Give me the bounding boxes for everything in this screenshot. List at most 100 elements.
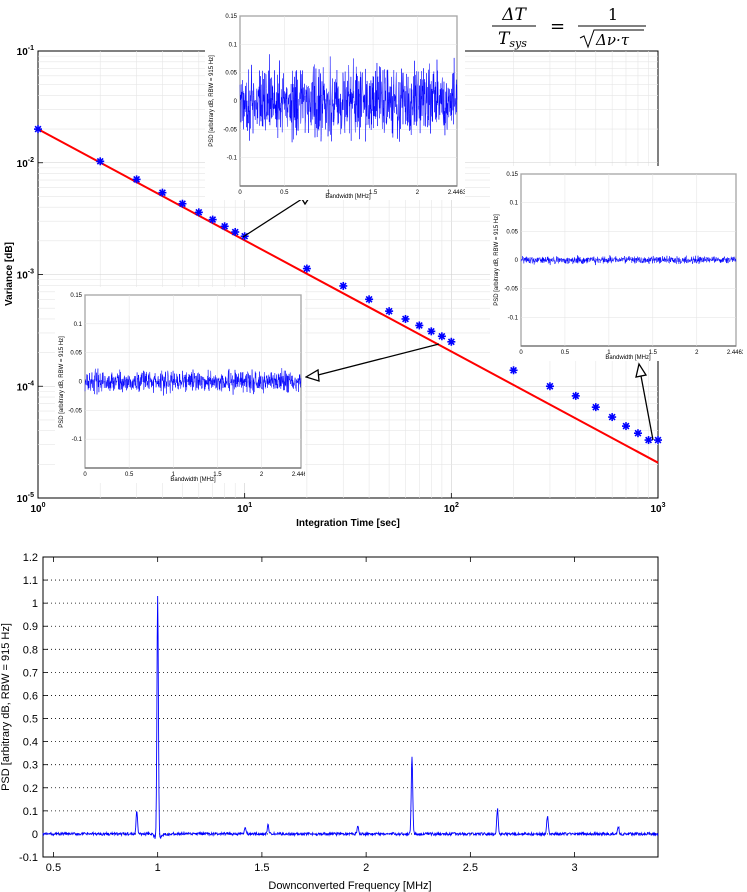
inset-2-y-tick-label: -0.1: [72, 437, 83, 443]
variance-y-tick-label: 10-2: [17, 157, 34, 170]
data-point: [591, 403, 600, 412]
psd-x-tick-label: 2: [363, 862, 369, 874]
inset-3-x-axis-label: Bandwidth [MHz]: [605, 355, 651, 361]
data-point: [644, 436, 653, 445]
data-point: [427, 327, 436, 336]
data-point: [194, 208, 203, 217]
inset-1-y-tick-label: -0.1: [227, 156, 238, 162]
inset-1-ticks: 0 0.5 1 1.5 2 2.4463 -0.1 -0.05 0 0.05 0.1 0.15: [223, 14, 465, 196]
inset-3-y-tick-label: -0.05: [504, 287, 518, 293]
inset-chart-1: 0 0.5 1 1.5 2 2.4463 -0.1 -0.05 0 0.05 0.1 0.15 Ban…: [205, 5, 465, 200]
inset-1-y-axis-label: PSD [arbitrary dB, RBW = 915 Hz]: [209, 55, 215, 147]
psd-y-tick-label: 0.3: [23, 760, 38, 772]
psd-axis-ticks: [43, 556, 658, 858]
psd-x-tick-label: 2.5: [463, 862, 478, 874]
psd-x-tick-label: 1.5: [254, 862, 269, 874]
inset-1-x-tick-label: 1.5: [369, 190, 378, 196]
psd-y-axis-label: PSD [arbitrary dB, RBW = 915 Hz]: [0, 623, 12, 791]
inset-3-y-tick-label: 0: [515, 258, 519, 264]
inset-2-x-tick-label: 0: [83, 472, 87, 478]
data-point: [621, 422, 630, 431]
data-point: [302, 264, 311, 273]
data-point: [385, 307, 394, 316]
inset-1-x-tick-label: 2.4463: [448, 190, 465, 196]
inset-2-y-axis-label: PSD [arbitrary dB, RBW = 915 Hz]: [59, 336, 65, 428]
psd-spectrum-line: [42, 595, 659, 840]
arrow-to-inset-2: [317, 343, 440, 376]
fit-line: [37, 128, 659, 464]
psd-y-tick-label: 0.7: [23, 667, 38, 679]
psd-y-tick-label: 0: [32, 829, 38, 841]
formula-rhs-numerator: 1: [608, 5, 618, 24]
inset-3-noise-line: [520, 255, 737, 266]
psd-y-tick-label: 0.9: [23, 621, 38, 633]
data-point: [415, 321, 424, 330]
arrow-head-inset-3: [635, 362, 648, 378]
psd-y-tick-label: 1.1: [23, 575, 38, 587]
formula-equals: =: [550, 16, 565, 37]
data-point: [231, 228, 240, 237]
psd-plot-frame: [42, 556, 659, 858]
data-point: [509, 366, 518, 375]
inset-1-y-tick-label: 0: [234, 99, 238, 105]
psd-y-tick-label: 0.8: [23, 644, 38, 656]
inset-1-noise-line: [239, 54, 458, 143]
psd-y-tick-label: 0.2: [23, 783, 38, 795]
data-point: [401, 314, 410, 323]
psd-y-tick-label: 0.4: [23, 737, 38, 749]
inset-1-y-tick-label: -0.05: [223, 127, 237, 133]
data-point: [654, 436, 662, 445]
psd-grid: [43, 579, 658, 835]
variance-fit-line: [37, 128, 659, 464]
arrow-to-inset-3: [640, 375, 654, 441]
inset-3-trace: [520, 255, 737, 266]
inset-2-x-tick-label: 1.5: [213, 472, 222, 478]
data-point: [633, 429, 642, 438]
variance-axis-ticks: [37, 50, 659, 499]
variance-x-tick-label: 103: [650, 502, 665, 515]
psd-y-tick-label: 0.5: [23, 714, 38, 726]
inset-1-x-axis-label: Bandwidth [MHz]: [325, 194, 371, 200]
inset-3-x-tick-label: 1.5: [649, 350, 658, 356]
inset-2-x-tick-label: 0.5: [125, 472, 134, 478]
psd-trace: [42, 595, 659, 840]
psd-y-tick-labels: -0.1 0 0.1 0.2 0.3 0.4 0.5 0.6 0.7 0.8 0.9 1 1.1 1.2: [19, 552, 38, 864]
psd-y-tick-label: 1: [32, 598, 38, 610]
data-point: [220, 222, 229, 231]
inset-1-y-tick-label: 0.1: [229, 42, 238, 48]
inset-3-x-tick-label: 0: [519, 350, 523, 356]
variance-x-tick-label: 101: [237, 502, 252, 515]
formula: ΔT Tsys = 1 Δν·τ: [492, 5, 646, 50]
inset-3-x-tick-label: 1: [607, 350, 611, 356]
inset-3-y-tick-label: 0.1: [510, 201, 519, 207]
variance-y-tick-labels: 10-5 10-4 10-3 10-2 10-1: [17, 45, 34, 505]
variance-y-tick-label: 10-1: [17, 45, 34, 58]
inset-2-ticks: 0 0.5 1 1.5 2 2.4463 -0.1 -0.05 0 0.05 0.1 0.15: [68, 293, 305, 478]
data-point: [545, 382, 554, 391]
data-point: [608, 413, 617, 422]
inset-1-trace: [239, 54, 458, 143]
inset-2-x-tick-label: 2.4463: [292, 472, 305, 478]
variance-y-tick-label: 10-4: [17, 380, 34, 393]
data-point: [178, 199, 187, 208]
variance-points: [34, 125, 662, 445]
formula-numerator: ΔT: [501, 5, 527, 25]
variance-x-tick-label: 102: [444, 502, 459, 515]
psd-y-tick-label: 0.1: [23, 806, 38, 818]
data-point: [339, 281, 348, 290]
data-point: [571, 391, 580, 400]
data-point: [96, 157, 105, 166]
data-point: [34, 125, 42, 134]
variance-y-tick-label: 10-5: [17, 492, 34, 505]
data-point: [365, 295, 374, 304]
inset-3-ticks: 0 0.5 1 1.5 2 2.4463 -0.1 -0.05 0 0.05 0.1 0.15: [504, 172, 743, 356]
inset-2-x-tick-label: 2: [260, 472, 264, 478]
psd-y-tick-label: 1.2: [23, 552, 38, 564]
inset-1-x-tick-label: 0.5: [280, 190, 289, 196]
inset-3-y-axis-label: PSD [arbitrary dB, RBW = 915 Hz]: [494, 214, 500, 306]
inset-1-y-tick-label: 0.15: [225, 14, 237, 20]
psd-x-tick-labels: 0.5 1 1.5 2 2.5 3: [46, 862, 578, 874]
inset-chart-3: 0 0.5 1 1.5 2 2.4463 -0.1 -0.05 0 0.05 0.1 0.15 Ban…: [490, 166, 743, 361]
variance-y-tick-label: 10-3: [17, 269, 34, 282]
data-point: [437, 332, 446, 341]
